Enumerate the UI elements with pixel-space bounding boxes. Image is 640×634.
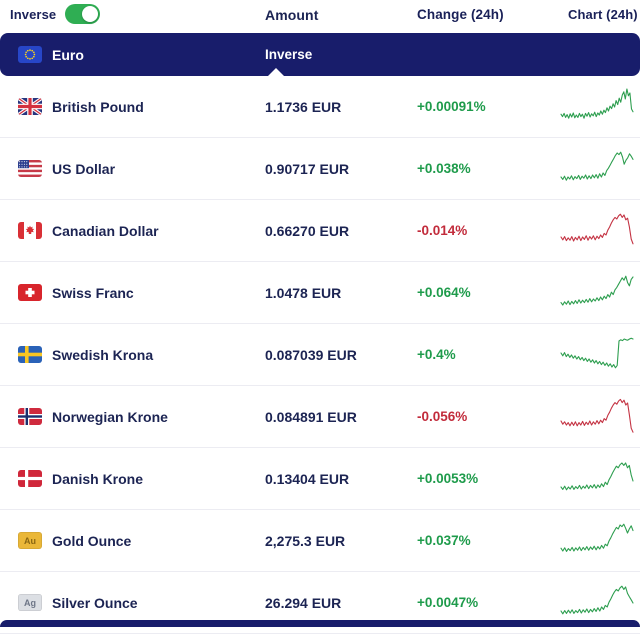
currency-cell: Danish Krone xyxy=(0,470,143,487)
column-header-amount: Amount xyxy=(265,7,319,23)
group-currency-name: Euro xyxy=(52,46,84,63)
currency-row[interactable]: Danish Krone 0.13404 EUR +0.0053% xyxy=(0,448,640,510)
currency-name: Norwegian Krone xyxy=(52,408,168,425)
sparkline-chart xyxy=(558,268,636,318)
flag-gb-icon xyxy=(18,98,42,115)
change-value: +0.037% xyxy=(417,533,471,548)
sparkline-chart xyxy=(558,82,636,132)
currency-name: US Dollar xyxy=(52,160,116,177)
currency-name: British Pound xyxy=(52,98,144,115)
currency-row[interactable]: Swiss Franc 1.0478 EUR +0.064% xyxy=(0,262,640,324)
currency-cell: British Pound xyxy=(0,98,144,115)
sparkline-chart xyxy=(558,206,636,256)
flag-us-icon xyxy=(18,160,42,177)
amount-value: 1.1736 EUR xyxy=(265,98,342,115)
currency-name: Gold Ounce xyxy=(52,532,132,549)
silver-badge-text: Ag xyxy=(24,597,36,608)
column-header-chart: Chart (24h) xyxy=(568,7,638,22)
amount-value: 2,275.3 EUR xyxy=(265,532,346,549)
currency-name: Canadian Dollar xyxy=(52,222,159,239)
flag-ch-icon xyxy=(18,284,42,301)
selected-column-caret-icon xyxy=(268,68,284,76)
inverse-label: Inverse xyxy=(10,6,57,22)
inverse-control: Inverse xyxy=(10,4,101,24)
currency-rows: British Pound 1.1736 EUR +0.00091% US Do… xyxy=(0,76,640,634)
amount-value: 0.084891 EUR xyxy=(265,408,357,425)
gold-badge-text: Au xyxy=(24,535,36,546)
table-toolbar: Inverse Amount Change (24h) Chart (24h) xyxy=(0,0,640,33)
currency-cell: US Dollar xyxy=(0,160,115,177)
change-value: -0.014% xyxy=(417,223,468,238)
currency-cell: Canadian Dollar xyxy=(0,222,159,239)
sparkline-chart xyxy=(558,516,636,566)
amount-value: 1.0478 EUR xyxy=(265,284,342,301)
change-value: +0.064% xyxy=(417,285,471,300)
group-header-left: Euro xyxy=(0,46,84,63)
eu-flag-icon xyxy=(18,46,42,63)
change-value: +0.0053% xyxy=(417,471,479,486)
sparkline-chart xyxy=(558,578,636,628)
sparkline-chart xyxy=(558,144,636,194)
badge-au-icon: Au xyxy=(18,532,42,549)
flag-ca-icon xyxy=(18,222,42,239)
change-value: +0.038% xyxy=(417,161,471,176)
currency-cell: Ag Silver Ounce xyxy=(0,594,138,611)
amount-value: 0.66270 EUR xyxy=(265,222,350,239)
column-header-change: Change (24h) xyxy=(417,7,504,22)
currency-cell: Au Gold Ounce xyxy=(0,532,131,549)
next-group-header-partial xyxy=(0,620,640,627)
group-header-euro[interactable]: Euro Inverse xyxy=(0,33,640,76)
sparkline-chart xyxy=(558,392,636,442)
amount-value: 0.13404 EUR xyxy=(265,470,350,487)
amount-value: 0.087039 EUR xyxy=(265,346,357,363)
toggle-knob xyxy=(82,6,99,22)
badge-ag-icon: Ag xyxy=(18,594,42,611)
currency-row[interactable]: Norwegian Krone 0.084891 EUR -0.056% xyxy=(0,386,640,448)
currency-cell: Norwegian Krone xyxy=(0,408,168,425)
amount-value: 0.90717 EUR xyxy=(265,160,350,177)
change-value: +0.4% xyxy=(417,347,456,362)
sparkline-chart xyxy=(558,454,636,504)
sparkline-chart xyxy=(558,330,636,380)
currency-name: Swiss Franc xyxy=(52,284,134,301)
currency-name: Danish Krone xyxy=(52,470,144,487)
change-value: +0.0047% xyxy=(417,595,479,610)
flag-se-icon xyxy=(18,346,42,363)
currency-row[interactable]: British Pound 1.1736 EUR +0.00091% xyxy=(0,76,640,138)
currency-row[interactable]: US Dollar 0.90717 EUR +0.038% xyxy=(0,138,640,200)
currency-cell: Swiss Franc xyxy=(0,284,134,301)
currency-row[interactable]: Au Gold Ounce 2,275.3 EUR +0.037% xyxy=(0,510,640,572)
currency-row[interactable]: Swedish Krona 0.087039 EUR +0.4% xyxy=(0,324,640,386)
currency-name: Swedish Krona xyxy=(52,346,154,363)
currency-name: Silver Ounce xyxy=(52,594,138,611)
amount-value: 26.294 EUR xyxy=(265,594,342,611)
change-value: -0.056% xyxy=(417,409,468,424)
currency-row[interactable]: Canadian Dollar 0.66270 EUR -0.014% xyxy=(0,200,640,262)
flag-no-icon xyxy=(18,408,42,425)
group-inverse-label: Inverse xyxy=(265,47,313,62)
currency-cell: Swedish Krona xyxy=(0,346,153,363)
inverse-toggle[interactable] xyxy=(65,4,101,24)
change-value: +0.00091% xyxy=(417,99,486,114)
flag-dk-icon xyxy=(18,470,42,487)
